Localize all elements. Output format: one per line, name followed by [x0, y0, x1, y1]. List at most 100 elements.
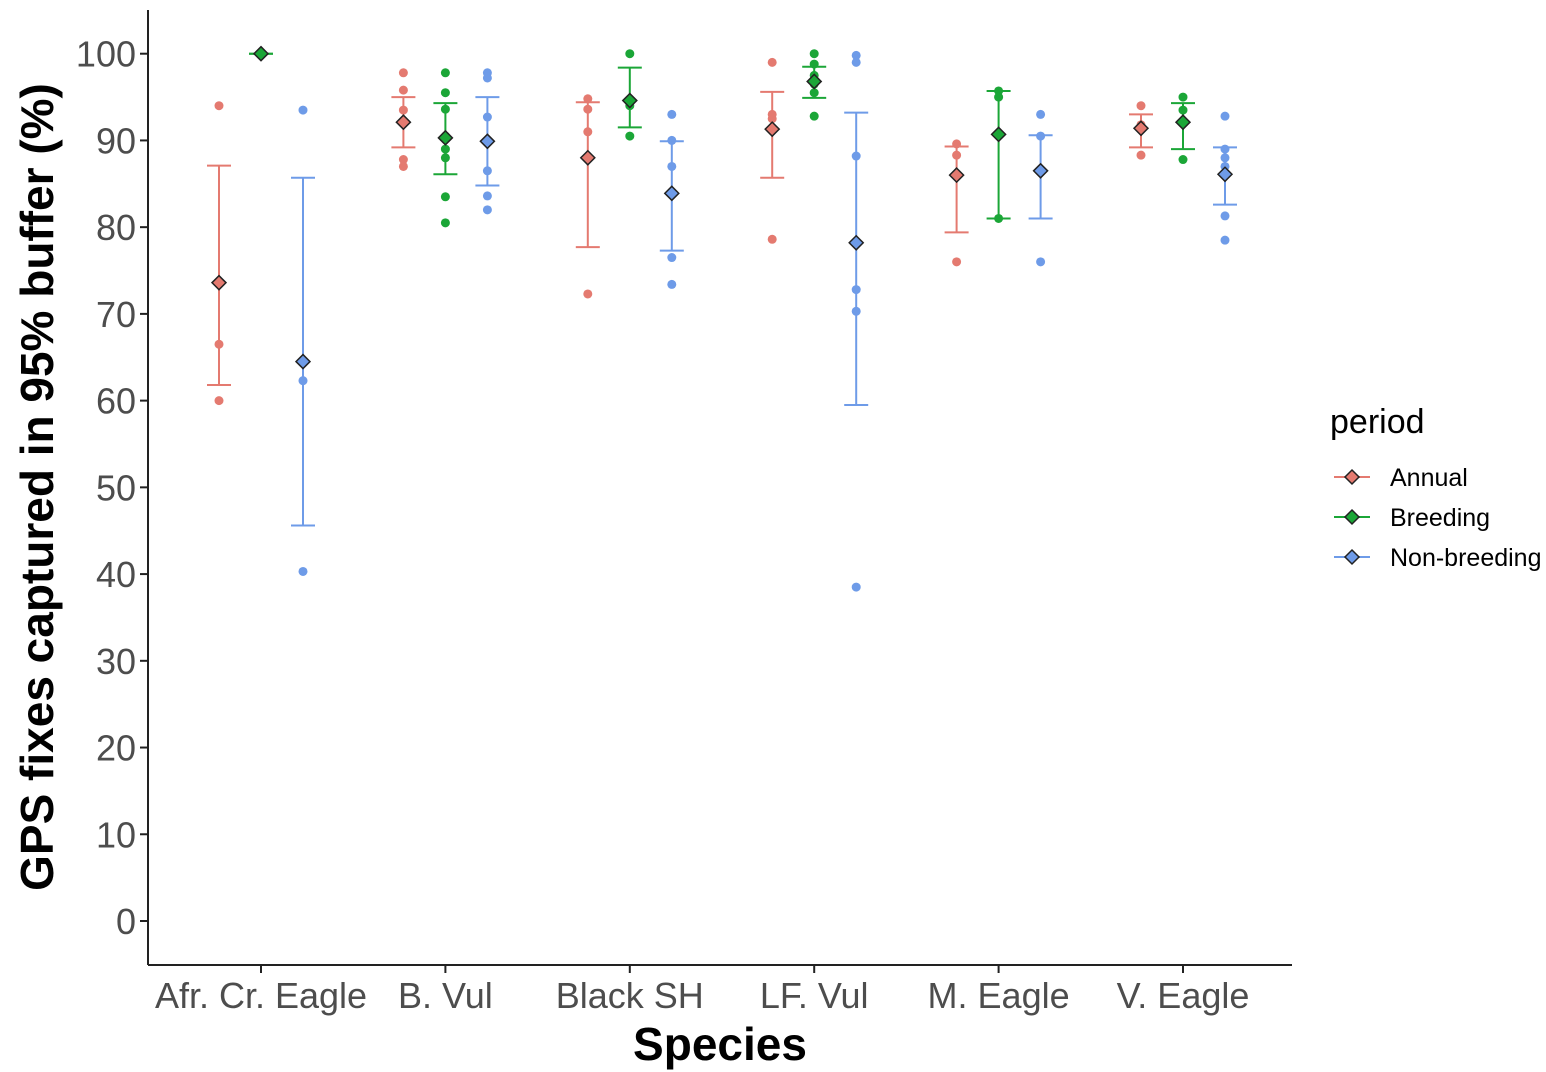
mean-marker	[437, 129, 454, 146]
data-point	[667, 253, 677, 263]
mean-marker	[1132, 120, 1150, 137]
data-point	[851, 57, 861, 67]
data-point	[482, 112, 492, 122]
mean-marker	[948, 167, 965, 184]
mean-marker	[479, 133, 496, 150]
y-axis-title: GPS fixes captured in 95% buffer (%)	[11, 83, 63, 891]
data-point	[440, 68, 450, 78]
data-point	[482, 73, 492, 83]
data-point	[994, 92, 1004, 102]
data-point	[440, 153, 450, 163]
mean-marker	[990, 126, 1007, 143]
data-point	[767, 57, 777, 67]
data-point	[667, 161, 677, 171]
y-tick-label: 70	[96, 294, 136, 335]
data-point	[1036, 109, 1046, 119]
data-point	[1220, 144, 1230, 154]
data-point	[851, 306, 861, 316]
x-tick-label: LF. Vul	[760, 975, 869, 1016]
legend: period Annual Breeding Non-breeding	[1330, 403, 1542, 572]
data-point	[1178, 105, 1188, 115]
data-point	[1178, 155, 1188, 165]
legend-key-marker	[1343, 508, 1361, 526]
x-tick-label: Black SH	[556, 975, 704, 1016]
x-ticks: Afr. Cr. Eagle B. Vul Black SH LF. Vul M. Ea…	[155, 965, 1249, 1016]
data-point	[625, 49, 635, 59]
legend-key-marker	[1343, 548, 1361, 566]
data-point	[1220, 111, 1230, 121]
data-point	[809, 49, 819, 59]
data-point	[298, 376, 308, 386]
legend-key-marker	[1343, 468, 1361, 486]
data-point	[851, 582, 861, 592]
data-point	[482, 166, 492, 176]
data-point	[851, 285, 861, 295]
data-point	[214, 339, 224, 349]
data-point	[440, 192, 450, 202]
mean-marker	[621, 92, 638, 109]
mean-marker	[764, 121, 781, 138]
data-point	[440, 104, 450, 114]
x-tick-label: Afr. Cr. Eagle	[155, 975, 367, 1016]
data-point	[667, 279, 677, 289]
x-tick-label: B. Vul	[398, 975, 493, 1016]
y-tick-label: 40	[96, 554, 136, 595]
data-point	[298, 105, 308, 115]
data-point	[667, 109, 677, 119]
data-point	[482, 191, 492, 201]
mean-marker	[663, 185, 680, 202]
y-ticks: 0 10 20 30 40 50 60 70 80 90 100	[76, 34, 148, 942]
data-point	[1178, 92, 1188, 102]
data-point	[1220, 153, 1230, 163]
data-point	[851, 151, 861, 161]
data-point	[994, 213, 1004, 223]
data-point	[1036, 131, 1046, 141]
data-point	[767, 234, 777, 244]
y-tick-label: 30	[96, 641, 136, 682]
plot-marks	[207, 45, 1237, 592]
data-point	[809, 59, 819, 69]
data-point	[398, 161, 408, 171]
data-point	[952, 150, 962, 160]
mean-marker	[395, 114, 412, 131]
data-point	[583, 289, 593, 299]
data-point	[1136, 150, 1146, 160]
y-tick-label: 50	[96, 467, 136, 508]
y-tick-label: 100	[76, 34, 136, 75]
data-point	[1220, 235, 1230, 245]
mean-marker	[848, 234, 865, 251]
mean-marker	[579, 149, 596, 166]
data-point	[1036, 257, 1046, 267]
data-point	[952, 139, 962, 149]
y-tick-label: 90	[96, 120, 136, 161]
data-point	[214, 396, 224, 406]
mean-marker	[252, 45, 270, 62]
mean-marker	[294, 353, 312, 370]
axes: 0 10 20 30 40 50 60 70 80 90 100 Afr. Cr. Eagle B. …	[76, 10, 1292, 1016]
data-point	[398, 105, 408, 115]
x-axis-title: Species	[633, 1018, 807, 1070]
data-point	[1220, 211, 1230, 221]
data-point	[398, 155, 408, 165]
data-point	[667, 135, 677, 145]
mean-marker	[1216, 166, 1234, 183]
legend-label: Breeding	[1390, 504, 1490, 532]
x-tick-label: V. Eagle	[1117, 975, 1250, 1016]
mean-marker	[210, 274, 228, 291]
data-point	[440, 88, 450, 98]
data-point	[767, 114, 777, 124]
data-point	[398, 68, 408, 78]
data-point	[214, 101, 224, 111]
mean-marker	[1174, 114, 1192, 131]
data-point	[398, 85, 408, 95]
legend-label: Annual	[1390, 464, 1468, 492]
data-point	[583, 94, 593, 104]
data-point	[440, 218, 450, 228]
y-tick-label: 20	[96, 728, 136, 769]
y-tick-label: 0	[116, 901, 136, 942]
y-tick-label: 80	[96, 207, 136, 248]
y-tick-label: 10	[96, 814, 136, 855]
data-point	[298, 566, 308, 576]
